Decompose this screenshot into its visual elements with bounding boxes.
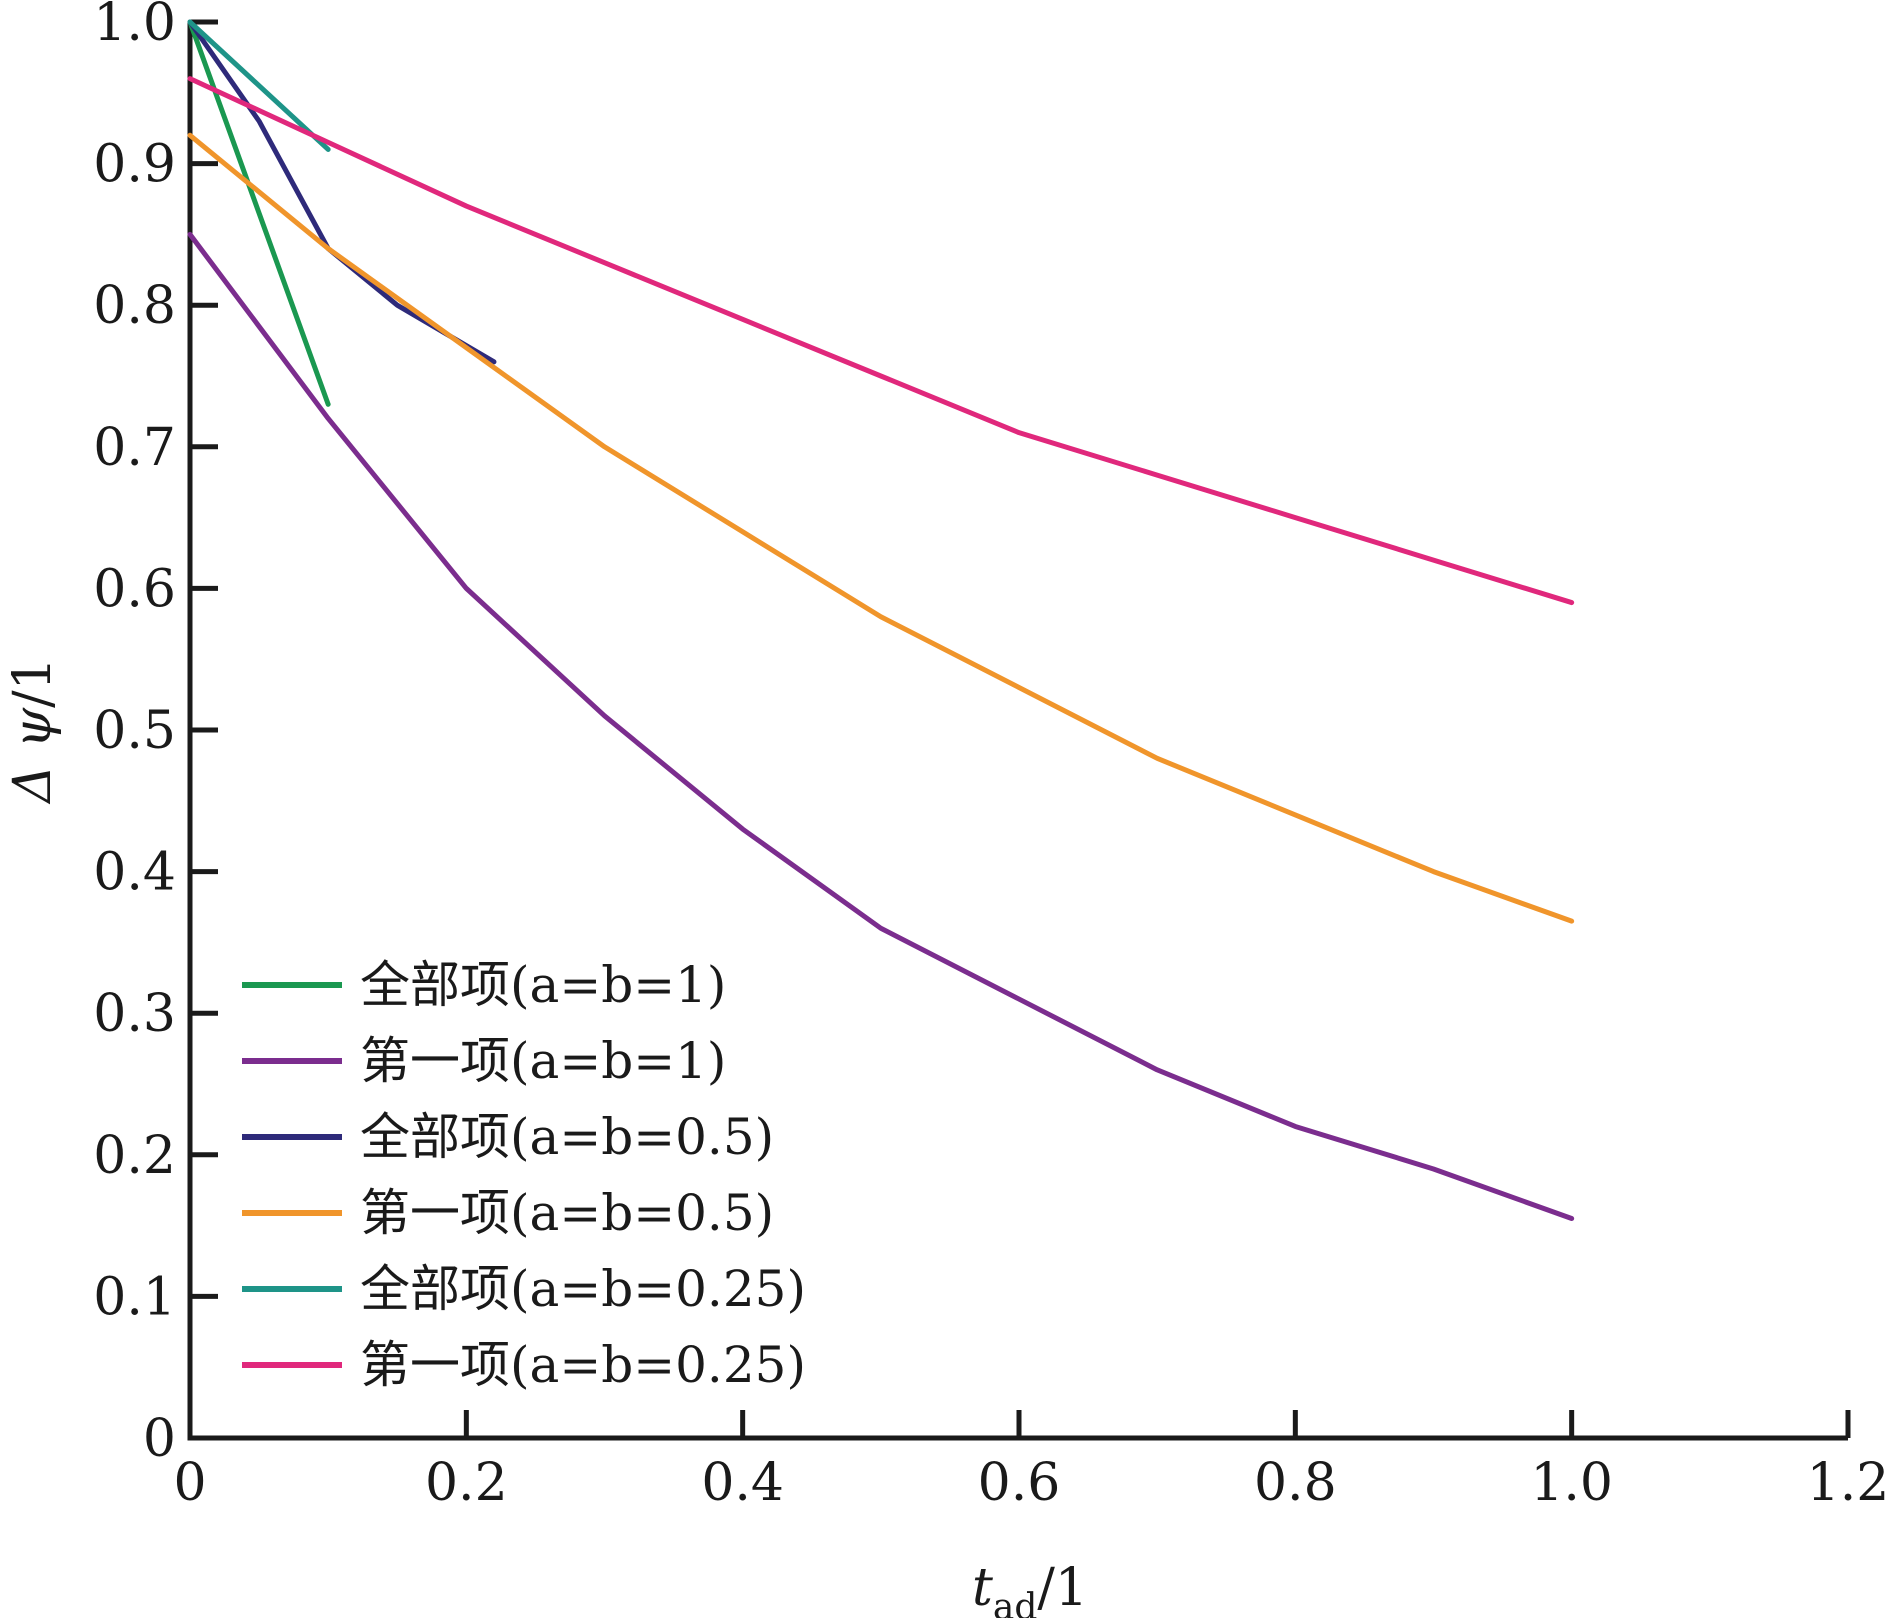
y-tick-label: 0: [143, 1409, 176, 1469]
y-tick-label: 0.5: [93, 701, 176, 761]
legend-label: 第一项(a=b=0.5): [360, 1184, 774, 1242]
y-tick-label: 0.4: [93, 843, 176, 903]
series-line-5: [187, 19, 331, 152]
legend: 全部项(a=b=1) 第一项(a=b=1) 全部项(a=b=0.5) 第一项(a=b=…: [242, 956, 806, 1394]
legend-label: 全部项(a=b=1): [360, 956, 726, 1014]
series-line-2: [187, 231, 1575, 1222]
x-tick-label: 0.6: [978, 1453, 1061, 1513]
x-tick-label: 0: [173, 1453, 206, 1513]
series-line-4: [187, 132, 1575, 924]
x-tick-label: 0.2: [425, 1453, 508, 1513]
y-tick-label: 0.7: [93, 418, 176, 478]
y-tick-label: 0.9: [93, 135, 176, 195]
y-tick-label: 0.6: [93, 559, 176, 619]
x-tick-label: 1.0: [1530, 1453, 1613, 1513]
legend-item: 第一项(a=b=0.5): [242, 1184, 774, 1242]
y-tick-label: 0.2: [93, 1126, 176, 1186]
legend-label: 第一项(a=b=0.25): [360, 1336, 806, 1394]
series-layer: [187, 19, 1575, 1222]
y-tick-label: 0.8: [93, 276, 176, 336]
y-tick-label: 0.3: [93, 984, 176, 1044]
x-axis-title: tad/1: [972, 1558, 1088, 1618]
x-tick-label: 1.2: [1807, 1453, 1890, 1513]
legend-item: 全部项(a=b=0.5): [242, 1108, 774, 1166]
legend-label: 全部项(a=b=0.5): [360, 1108, 774, 1166]
ticks: 0 0.2 0.4 0.6 0.8 1.0 1.2 0 0.1 0.2 0.3 0.4 0.5 0.6 0.…: [93, 0, 1889, 1513]
legend-label: 第一项(a=b=1): [360, 1032, 726, 1090]
series-line-1: [187, 19, 331, 407]
y-tick-label: 1.0: [93, 0, 176, 53]
legend-item: 全部项(a=b=1): [242, 956, 726, 1014]
x-tick-label: 0.8: [1254, 1453, 1337, 1513]
legend-item: 第一项(a=b=1): [242, 1032, 726, 1090]
y-axis-title: Δ ψ/1: [3, 657, 63, 804]
series-line-6: [187, 76, 1575, 606]
series-line-3: [187, 19, 497, 365]
y-tick-label: 0.1: [93, 1267, 176, 1327]
legend-item: 全部项(a=b=0.25): [242, 1260, 806, 1318]
legend-item: 第一项(a=b=0.25): [242, 1336, 806, 1394]
x-tick-label: 0.4: [701, 1453, 784, 1513]
legend-label: 全部项(a=b=0.25): [360, 1260, 806, 1318]
